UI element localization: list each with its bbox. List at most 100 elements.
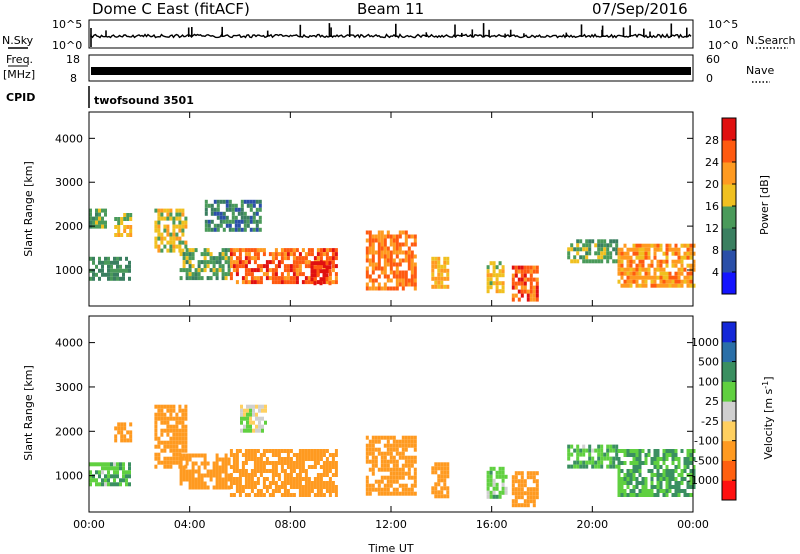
scatter-cell	[626, 283, 630, 288]
scatter-cell	[529, 289, 533, 294]
scatter-cell	[166, 208, 170, 213]
scatter-cell	[532, 479, 536, 484]
scatter-cell	[511, 475, 515, 480]
scatter-cell	[371, 242, 375, 247]
scatter-cell	[501, 269, 505, 274]
scatter-cell	[175, 236, 179, 241]
scatter-cell	[271, 493, 275, 497]
scatter-cell	[492, 269, 496, 274]
scatter-cell	[374, 266, 378, 271]
scatter-cell	[328, 265, 332, 270]
scatter-cell	[247, 272, 251, 277]
scatter-cell	[295, 256, 299, 261]
nsearch-tick-bottom: 10^0	[708, 39, 738, 52]
x-tick-label: 00:00	[73, 518, 105, 531]
scatter-cell	[635, 449, 639, 453]
scatter-cell	[638, 481, 642, 485]
scatter-cell	[207, 203, 211, 208]
scatter-cell	[110, 482, 113, 487]
scatter-cell	[179, 481, 183, 486]
scatter-cell	[316, 248, 320, 253]
scatter-cell	[197, 485, 201, 490]
scatter-cell	[172, 436, 176, 441]
scatter-cell	[325, 269, 329, 274]
scatter-cell	[380, 254, 384, 259]
scatter-cell	[495, 470, 499, 475]
scatter-cell	[689, 283, 693, 288]
scatter-cell	[292, 248, 296, 253]
scatter-cell	[606, 259, 610, 264]
scatter-cell	[662, 275, 666, 280]
scatter-cell	[377, 483, 381, 488]
scatter-cell	[609, 239, 613, 244]
scatter-cell	[184, 464, 188, 469]
scatter-cell	[252, 420, 255, 425]
scatter-cell	[635, 267, 639, 272]
scatter-cell	[229, 272, 233, 277]
colorbar-tick-label: 8	[712, 244, 719, 257]
scatter-cell	[271, 469, 275, 473]
scatter-cell	[635, 275, 639, 280]
scatter-cell	[680, 283, 684, 288]
scatter-cell	[389, 270, 393, 275]
scatter-cell	[319, 493, 323, 497]
scatter-cell	[191, 272, 195, 277]
scatter-cell	[92, 478, 95, 483]
scatter-cell	[407, 471, 411, 476]
scatter-cell	[232, 268, 236, 273]
scatter-cell	[620, 481, 624, 485]
scatter-cell	[674, 275, 678, 280]
scatter-cell	[617, 489, 621, 493]
scatter-cell	[386, 459, 390, 464]
scatter-cell	[185, 477, 189, 482]
x-axis-title: Time UT	[367, 542, 413, 554]
scatter-cell	[169, 412, 173, 417]
scatter-cell	[641, 267, 645, 272]
scatter-cell	[368, 258, 372, 263]
scatter-cell	[413, 282, 417, 287]
scatter-cell	[252, 203, 256, 208]
scatter-cell	[256, 268, 260, 273]
scatter-cell	[434, 256, 438, 261]
scatter-cell	[594, 464, 598, 469]
scatter-cell	[529, 277, 533, 282]
scatter-cell	[668, 481, 672, 485]
scatter-cell	[125, 474, 128, 479]
scatter-cell	[656, 259, 660, 264]
scatter-cell	[600, 239, 604, 244]
scatter-cell	[175, 444, 179, 449]
scatter-cell	[249, 428, 252, 433]
scatter-cell	[501, 482, 505, 487]
scatter-cell	[235, 272, 239, 277]
scatter-cell	[160, 248, 164, 253]
scatter-cell	[489, 470, 493, 475]
scatter-cell	[440, 276, 444, 281]
scatter-cell	[166, 228, 170, 233]
scatter-cell	[334, 272, 338, 277]
scatter-cell	[377, 447, 381, 452]
scatter-cell	[520, 487, 524, 492]
scatter-cell	[674, 453, 678, 457]
scatter-cell	[316, 265, 320, 270]
scatter-cell	[169, 236, 173, 241]
scatter-cell	[181, 224, 185, 229]
scatter-cell	[377, 282, 381, 287]
scatter-cell	[157, 460, 161, 465]
scatter-cell	[169, 428, 173, 433]
scatter-cell	[175, 440, 179, 445]
scatter-cell	[334, 493, 338, 497]
scatter-cell	[154, 240, 158, 245]
scatter-cell	[175, 448, 179, 453]
colorbar-tick-label: 28	[705, 134, 719, 147]
scatter-cell	[166, 424, 170, 429]
scatter-cell	[262, 449, 266, 453]
scatter-cell	[410, 254, 414, 259]
scatter-cell	[119, 462, 122, 467]
scatter-cell	[182, 477, 186, 482]
scatter-cell	[383, 266, 387, 271]
scatter-cell	[219, 199, 223, 204]
scatter-cell	[322, 485, 326, 489]
scatter-cell	[404, 487, 408, 492]
scatter-cell	[689, 469, 693, 473]
